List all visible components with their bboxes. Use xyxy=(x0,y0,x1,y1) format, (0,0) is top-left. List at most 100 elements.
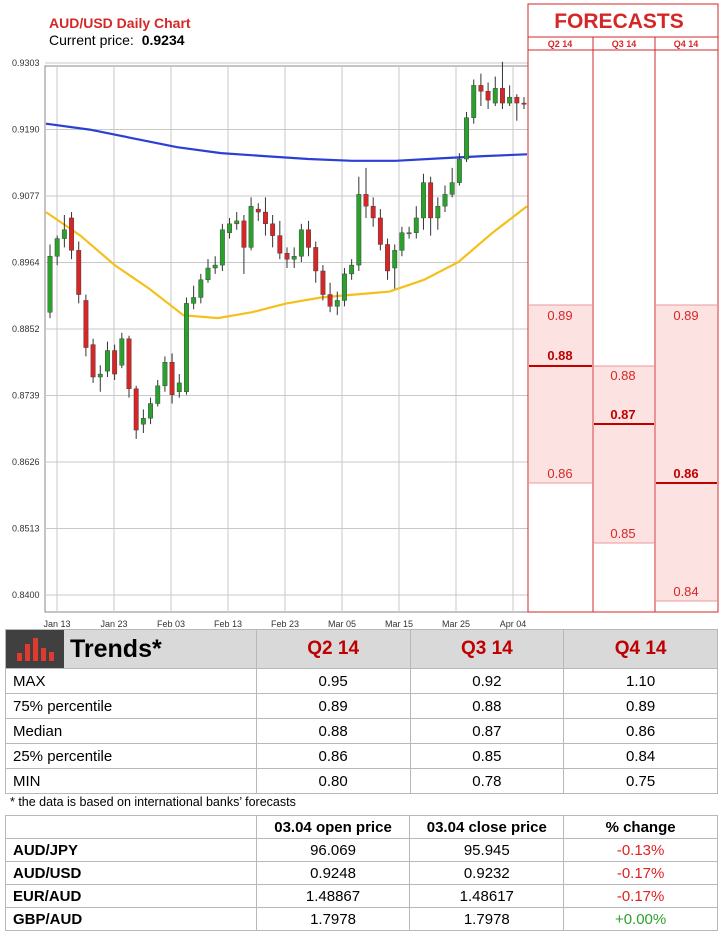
candle-body xyxy=(176,382,182,392)
candle xyxy=(507,85,513,107)
candle-body xyxy=(392,250,398,269)
candle-body xyxy=(492,88,498,104)
candle xyxy=(356,176,362,271)
candle-body xyxy=(277,235,283,254)
cell-value: 0.89 xyxy=(255,693,411,719)
candle-body xyxy=(140,418,146,425)
candle-body xyxy=(234,220,240,225)
candle xyxy=(413,206,419,239)
y-tick-label: 0.9303 xyxy=(12,58,40,68)
cell-value: 0.86 xyxy=(563,718,718,744)
candle-body xyxy=(449,182,455,195)
trends-row-25: 25% percentile 0.86 0.85 0.84 xyxy=(5,743,718,769)
trends-header-row: Trends* Q2 14 Q3 14 Q4 14 xyxy=(5,629,718,669)
candle-body xyxy=(363,194,369,207)
cell-value: 0.92 xyxy=(409,668,565,694)
current-price-value: 0.9234 xyxy=(142,32,185,48)
x-tick-label: Mar 25 xyxy=(442,619,470,629)
current-price: Current price: 0.9234 xyxy=(49,32,185,48)
candle xyxy=(306,220,311,257)
y-tick-label: 0.9190 xyxy=(12,125,40,135)
forecasts-panel: FORECASTS Q2 14 Q3 14 Q4 14 0.89 0.88 0.… xyxy=(527,3,719,613)
candle-body xyxy=(270,223,276,236)
candle-body xyxy=(169,362,175,395)
fx-open: 1.7978 xyxy=(255,907,411,931)
candle xyxy=(428,176,434,236)
candle-body xyxy=(133,388,139,431)
trends-footnote: * the data is based on international ban… xyxy=(10,795,296,809)
y-tick-label: 0.8513 xyxy=(12,524,40,534)
candle xyxy=(184,297,189,395)
fx-table: 03.04 open price 03.04 close price % cha… xyxy=(5,815,718,931)
candle xyxy=(198,273,204,304)
x-tick-label: Jan 23 xyxy=(100,619,127,629)
candle xyxy=(327,282,333,313)
cell-value: 1.10 xyxy=(563,668,718,694)
candle xyxy=(435,197,441,230)
candle-body xyxy=(298,229,304,257)
candle xyxy=(112,344,118,380)
candle xyxy=(313,241,319,283)
fx-open: 96.069 xyxy=(255,838,411,862)
fx-col-close: 03.04 close price xyxy=(409,815,565,839)
trends-table: Trends* Q2 14 Q3 14 Q4 14 MAX 0.95 0.92 … xyxy=(5,629,718,794)
candle xyxy=(54,235,60,266)
forecast-q2-min: 0.86 xyxy=(547,466,572,481)
fx-pair: AUD/JPY xyxy=(5,838,257,862)
candle xyxy=(61,215,67,248)
candle xyxy=(298,223,304,263)
fx-change: +0.00% xyxy=(563,907,718,931)
candle xyxy=(500,61,505,109)
y-axis-labels: 0.9303 0.9190 0.9077 0.8964 0.8852 0.8739 0.86… xyxy=(12,58,40,600)
cell-value: 0.89 xyxy=(563,693,718,719)
candle-body xyxy=(47,256,53,313)
candle-body xyxy=(76,250,82,295)
candle-body xyxy=(313,247,319,272)
candle-body xyxy=(370,205,376,219)
candle xyxy=(421,173,426,230)
candle xyxy=(478,73,484,107)
candle-body xyxy=(320,270,326,295)
candle-body xyxy=(212,264,218,269)
candle xyxy=(363,167,369,218)
candle-body xyxy=(500,88,505,104)
candle xyxy=(169,353,175,404)
candle xyxy=(284,247,290,269)
candle-body xyxy=(464,117,469,160)
candle xyxy=(90,338,96,383)
fx-header-row: 03.04 open price 03.04 close price % cha… xyxy=(5,815,718,839)
candle-body xyxy=(521,102,527,105)
row-label: 75% percentile xyxy=(5,693,257,719)
candle xyxy=(83,294,89,357)
row-label: 25% percentile xyxy=(5,743,257,769)
candle-body xyxy=(471,85,477,118)
candle-body xyxy=(126,338,132,389)
candle-body xyxy=(485,91,491,101)
y-tick-label: 0.9077 xyxy=(12,191,40,201)
x-tick-label: Feb 13 xyxy=(214,619,242,629)
trends-row-min: MIN 0.80 0.78 0.75 xyxy=(5,768,718,794)
candle xyxy=(133,385,139,439)
candle-body xyxy=(478,85,484,92)
forecast-q2-max: 0.89 xyxy=(547,308,572,323)
candle-body xyxy=(148,403,153,419)
candle-body xyxy=(162,362,168,387)
fx-close: 1.48617 xyxy=(409,884,565,908)
fx-header-blank xyxy=(5,815,257,839)
candle-body xyxy=(456,158,462,183)
forecast-q4-min: 0.84 xyxy=(673,584,698,599)
candle xyxy=(320,265,326,301)
candle xyxy=(119,332,125,369)
candle xyxy=(205,259,211,283)
candle-body xyxy=(97,373,103,378)
candle-body xyxy=(291,256,297,260)
x-tick-label: Apr 04 xyxy=(500,619,527,629)
candle xyxy=(370,197,376,227)
candle-body xyxy=(349,264,355,275)
candle-body xyxy=(61,229,67,239)
fx-pair: EUR/AUD xyxy=(5,884,257,908)
forecast-col-q4: Q4 14 xyxy=(674,39,699,49)
cell-value: 0.95 xyxy=(255,668,411,694)
candle-body xyxy=(155,385,161,404)
candle-body xyxy=(263,211,268,225)
